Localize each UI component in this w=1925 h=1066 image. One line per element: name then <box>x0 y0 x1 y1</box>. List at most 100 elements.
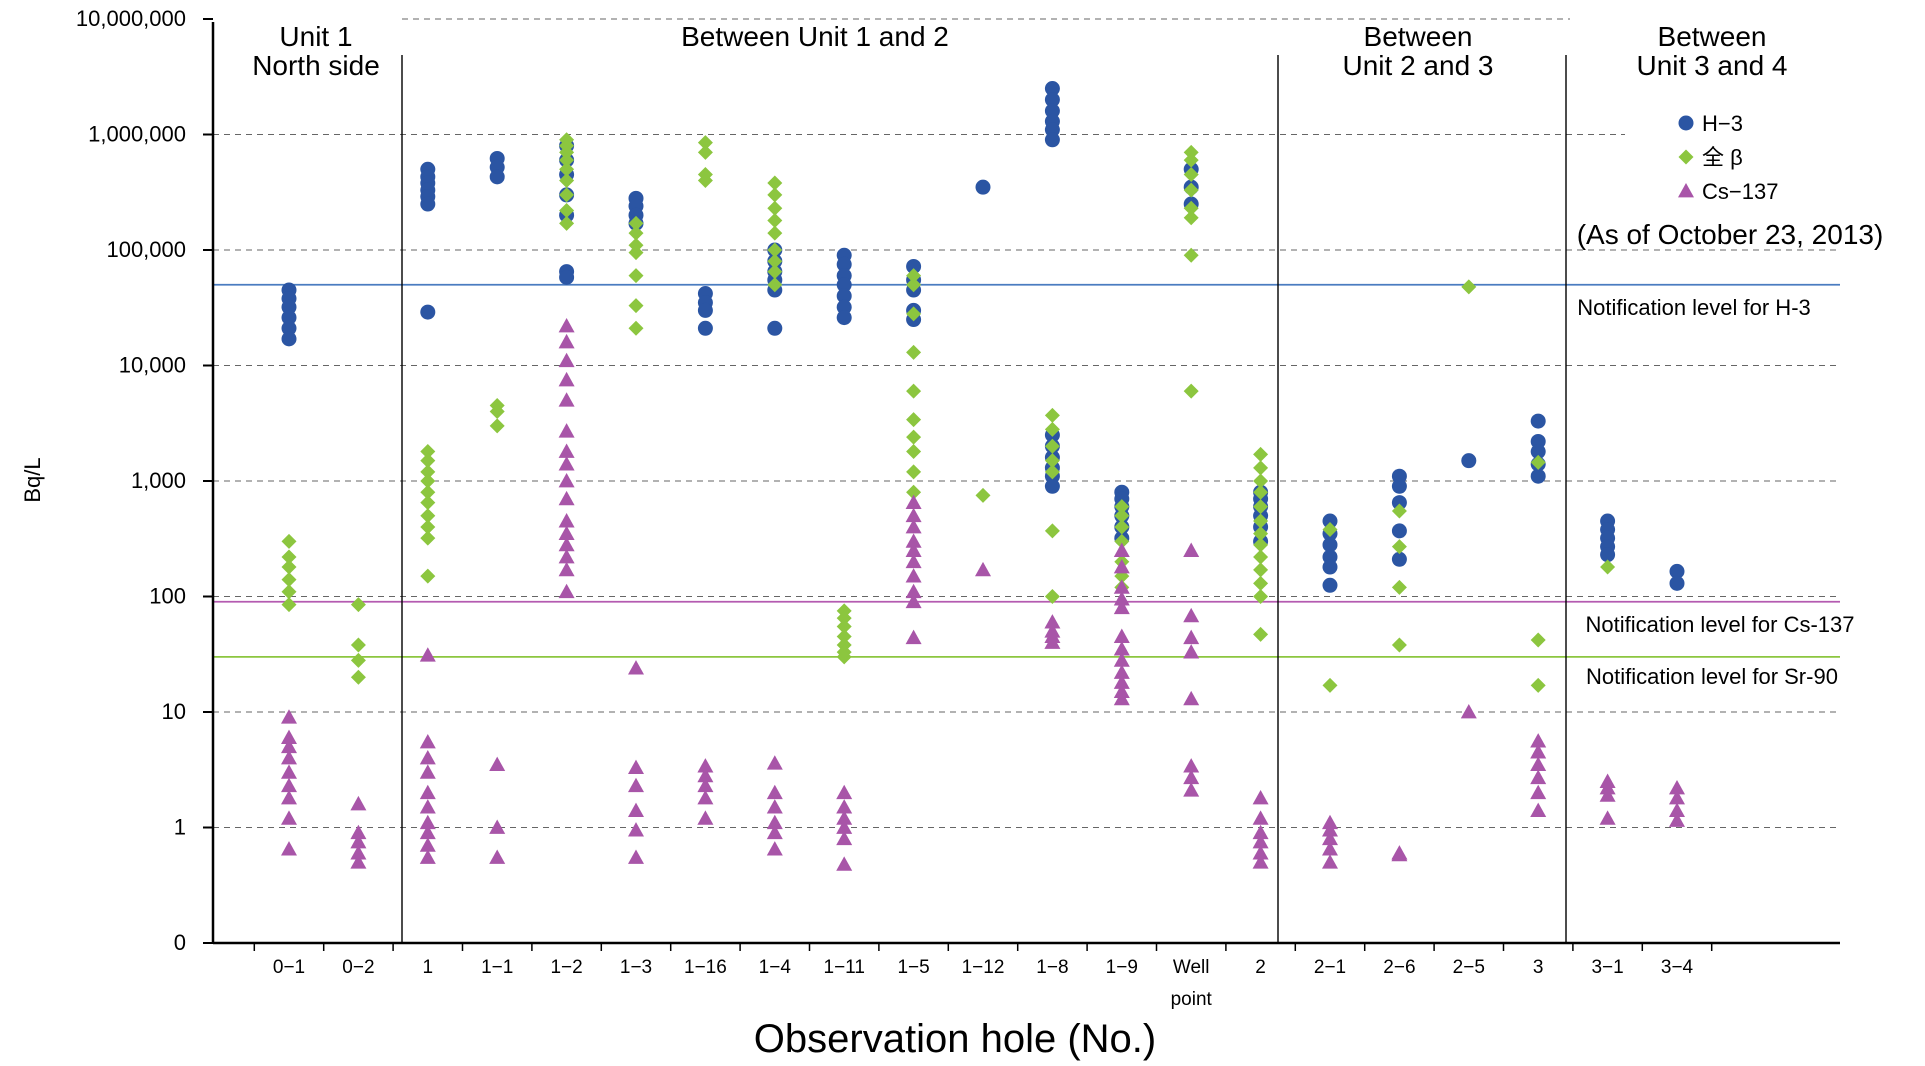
cs137-point <box>558 392 575 407</box>
cs137-point <box>489 849 506 864</box>
legend-marker <box>1678 115 1694 131</box>
x-tick-label: 1−4 <box>759 957 792 978</box>
gross-beta-point <box>281 549 297 565</box>
cs137-point <box>697 810 714 825</box>
y-tick-label: 1,000 <box>131 468 186 493</box>
region-label: Unit 2 and 3 <box>1343 50 1494 81</box>
gross-beta-point <box>1183 200 1199 216</box>
h3-point <box>1391 523 1407 539</box>
h3-point <box>281 331 297 347</box>
gross-beta-point <box>420 568 436 584</box>
reference-line-label: Notification level for Sr-90 <box>1586 664 1838 689</box>
x-tick-label: 1−16 <box>684 957 727 978</box>
cs137-point <box>1183 644 1200 659</box>
cs137-point <box>836 810 853 825</box>
cs137-point <box>1113 641 1130 656</box>
h3-point <box>836 256 852 272</box>
h3-point <box>420 304 436 320</box>
cs137-point <box>1322 814 1338 830</box>
h3-point <box>1600 547 1616 563</box>
cs137-point <box>281 841 297 856</box>
cs137-point <box>350 854 367 869</box>
cs137-point <box>281 738 297 754</box>
cs137-point <box>766 814 783 830</box>
cs137-point <box>419 647 436 662</box>
h3-point <box>1391 478 1407 494</box>
gross-beta-point <box>1044 453 1060 469</box>
cs137-point <box>1183 769 1200 785</box>
x-tick-label: 1−3 <box>620 957 652 978</box>
h3-point <box>1391 495 1407 511</box>
y-tick-label: 10 <box>162 699 186 724</box>
cs137-point <box>419 814 436 830</box>
cs137-point <box>1113 674 1130 689</box>
h3-point <box>1461 453 1477 469</box>
x-tick-label: Well <box>1173 957 1210 978</box>
gross-beta-point <box>628 215 644 231</box>
cs137-point <box>350 833 367 849</box>
gross-beta-point <box>1114 519 1130 535</box>
cs137-point <box>628 849 644 864</box>
legend-marker <box>1678 183 1694 198</box>
gross-beta-point <box>1322 522 1338 538</box>
gross-beta-point <box>420 453 436 469</box>
gross-beta-point <box>1530 677 1546 693</box>
gross-beta-point <box>1253 549 1269 565</box>
gross-beta-point <box>1114 533 1130 549</box>
cs137-point <box>1113 652 1130 667</box>
cs137-point <box>558 490 575 506</box>
cs137-point <box>489 756 506 772</box>
cs137-point <box>1252 824 1269 840</box>
h3-point <box>1044 92 1060 108</box>
h3-point <box>1669 575 1685 591</box>
h3-point <box>1322 577 1338 593</box>
region-label: Unit 1 <box>279 21 352 52</box>
region-label: Between Unit 1 and 2 <box>681 21 949 52</box>
gross-beta-point <box>1044 421 1060 437</box>
cs137-point <box>558 443 575 458</box>
legend-label: H−3 <box>1702 111 1743 136</box>
gross-beta-point <box>1044 438 1060 454</box>
gross-beta-point <box>1044 407 1060 423</box>
cs137-point <box>1252 845 1269 860</box>
h3-point <box>1044 478 1060 494</box>
gross-beta-point <box>1391 503 1407 519</box>
h3-point <box>1391 551 1407 567</box>
x-tick-label: 0−1 <box>273 957 305 978</box>
h3-point <box>1322 559 1338 575</box>
x-tick-label: 1−9 <box>1106 957 1138 978</box>
axes: 0 1 10 100 1,000 10,000 100,000 1,000,000 10,000… <box>76 6 1840 1010</box>
gross-beta-point <box>767 225 783 241</box>
cs137-point <box>350 845 367 860</box>
gross-beta-point <box>350 669 366 685</box>
h3-point <box>836 310 852 326</box>
x-tick-label: 3−4 <box>1661 957 1694 978</box>
gross-beta-point <box>1253 626 1269 642</box>
cs137-point <box>1669 790 1685 805</box>
y-tick-label: 1 <box>174 815 186 840</box>
gross-beta-point <box>1183 167 1199 183</box>
x-tick-label: 2−1 <box>1314 957 1346 978</box>
gross-beta-point <box>1044 464 1060 480</box>
gross-beta-point <box>420 495 436 511</box>
gross-beta-point <box>1253 484 1269 500</box>
gross-beta-point <box>1391 637 1407 653</box>
cs137-point <box>905 518 922 534</box>
gross-beta-point <box>697 135 713 151</box>
h3-point <box>1669 563 1685 579</box>
gross-beta-point <box>836 629 852 645</box>
y-tick-label: 0 <box>174 930 186 955</box>
gross-beta-point <box>1183 182 1199 198</box>
grid-lines <box>213 18 1840 828</box>
cs137-point <box>1322 830 1338 846</box>
cs137-point <box>558 548 575 564</box>
gross-beta-point <box>1253 575 1269 591</box>
cs137-point <box>628 660 644 675</box>
cs137-point <box>1322 854 1338 869</box>
gross-beta-point <box>1322 677 1338 693</box>
h3-point <box>281 310 297 326</box>
gross-beta-point <box>489 403 505 419</box>
cs137-point <box>1252 810 1269 825</box>
gross-beta-point <box>628 268 644 284</box>
gross-beta-point <box>767 277 783 293</box>
